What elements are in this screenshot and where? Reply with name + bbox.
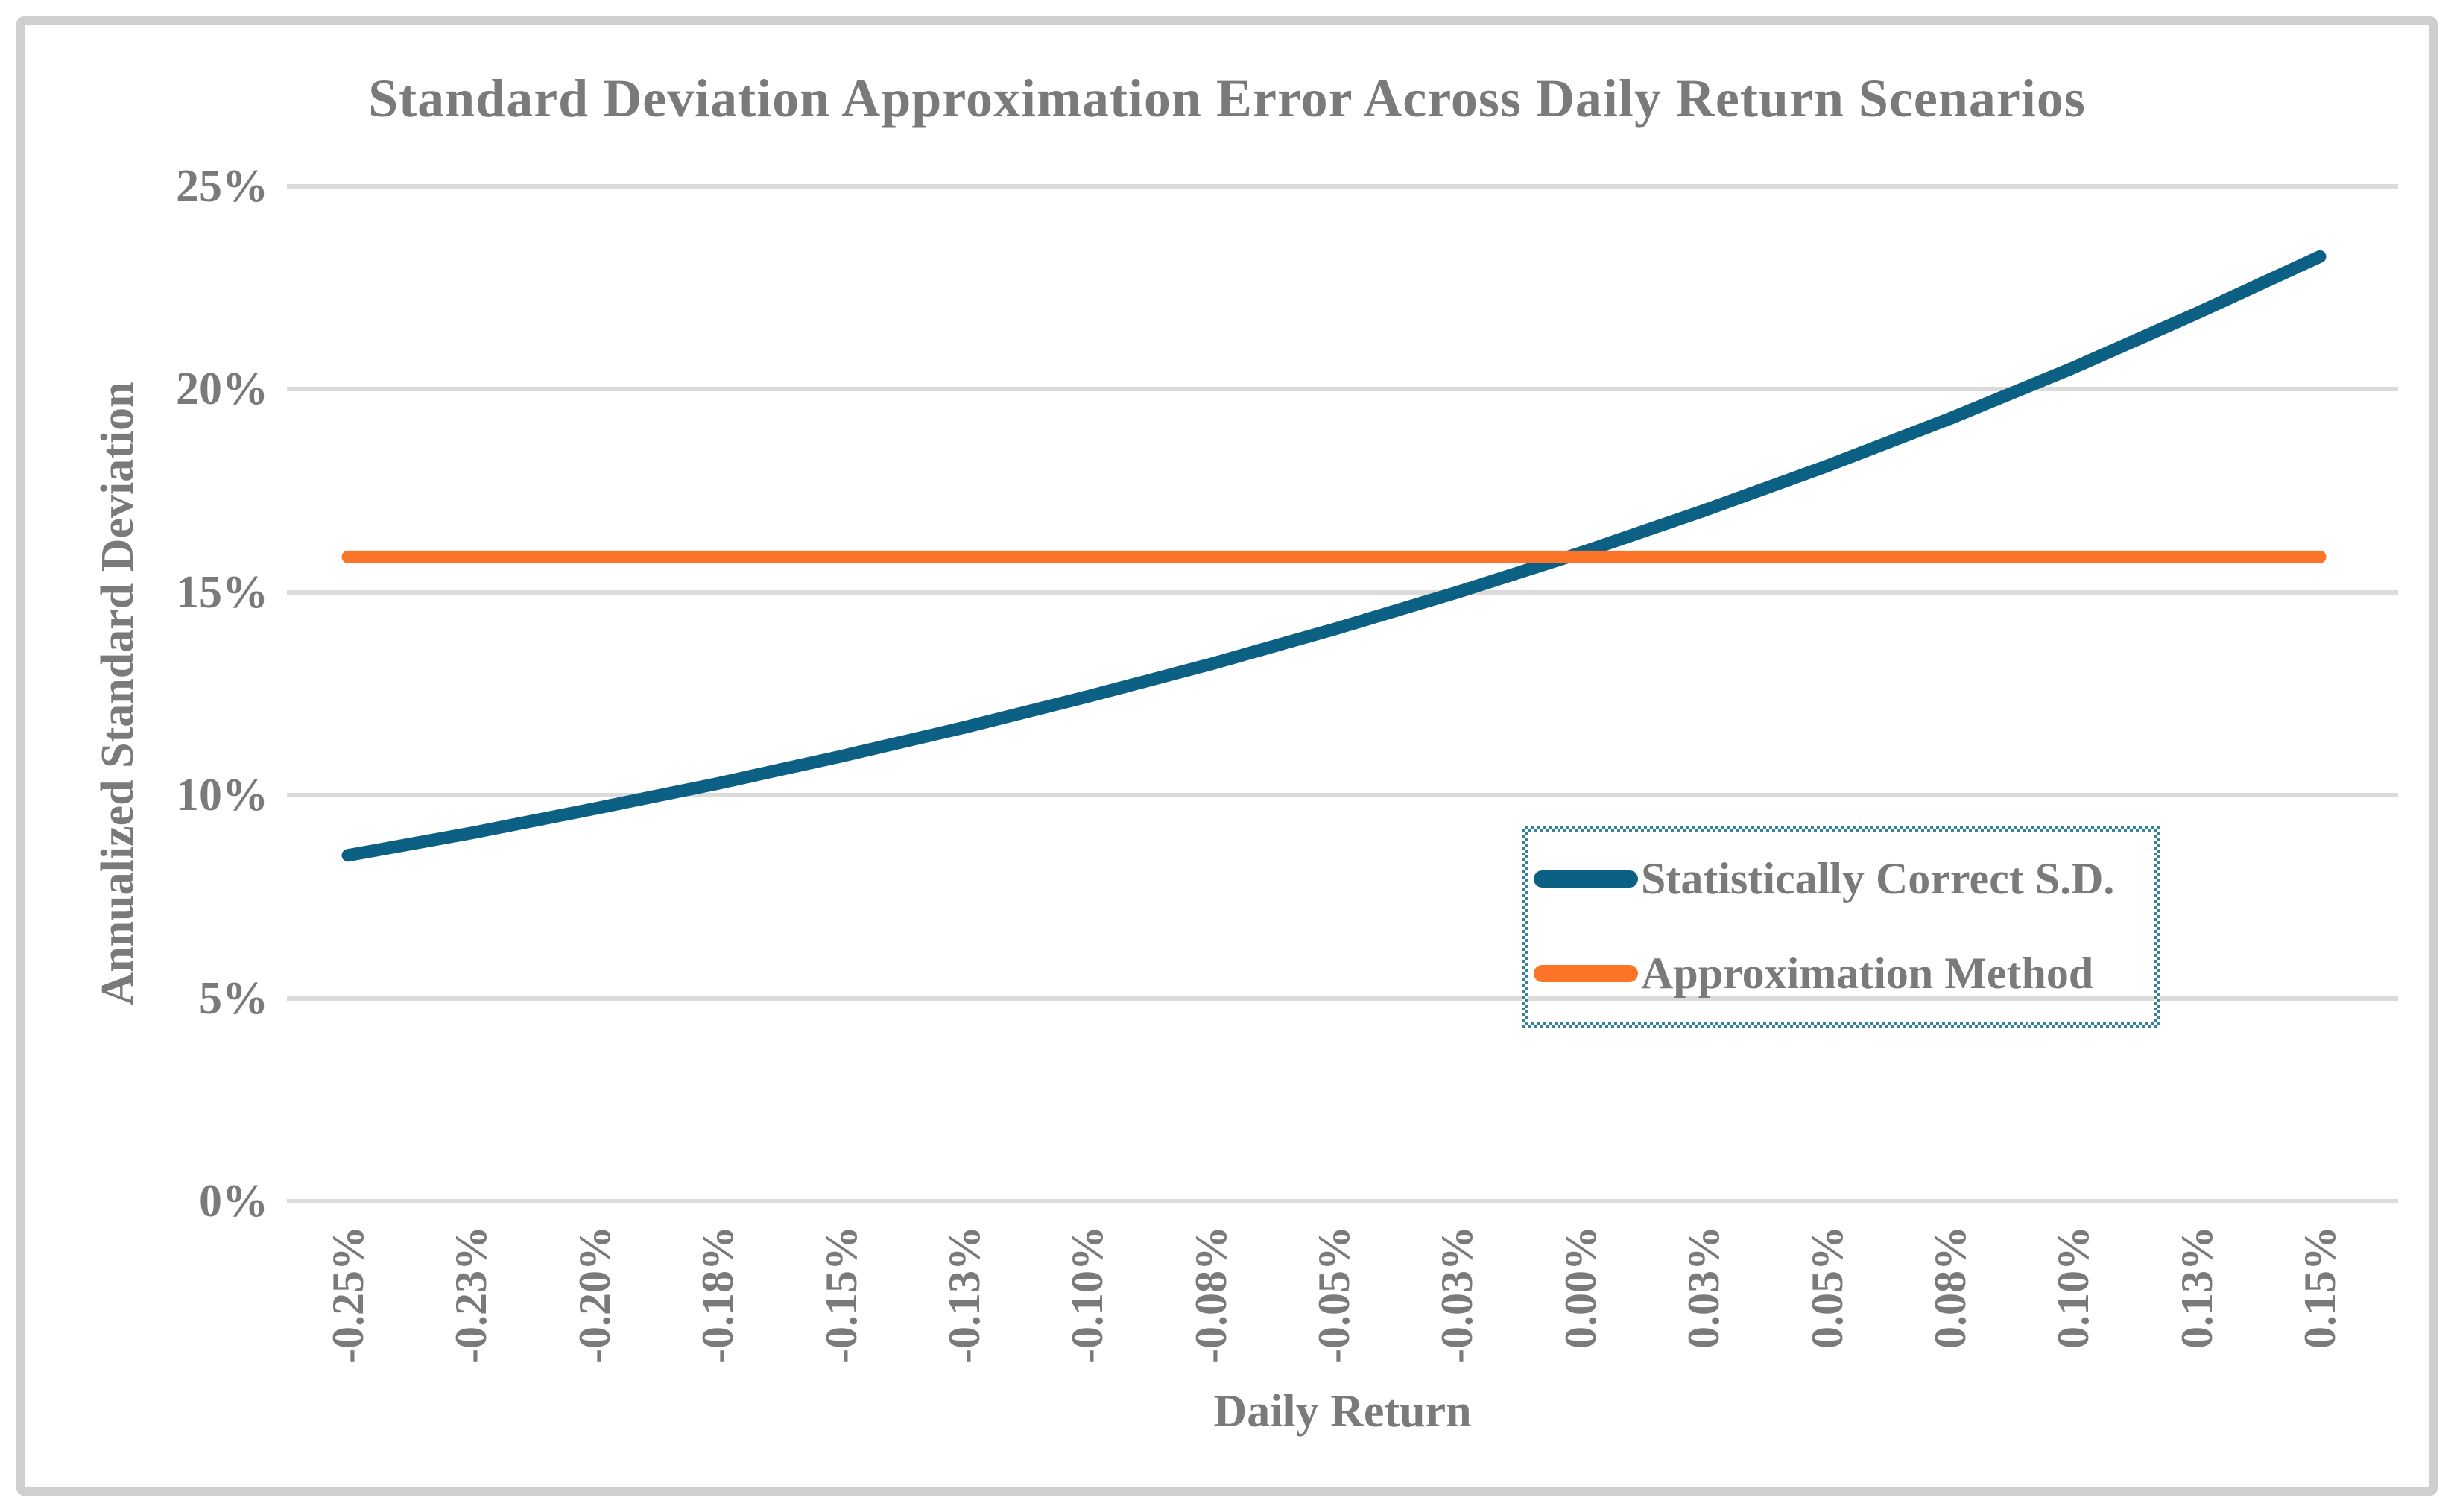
legend-label: Statistically Correct S.D. xyxy=(1641,853,2115,903)
y-tick-label-15%: 15% xyxy=(176,566,268,618)
legend-border-right xyxy=(2154,826,2160,1028)
legend-border-top xyxy=(1522,826,2160,832)
gridline-10% xyxy=(287,793,2398,798)
y-tick-label-0%: 0% xyxy=(199,1176,268,1227)
legend-swatch-orange-line xyxy=(1534,964,1638,982)
x-axis-title: Daily Return xyxy=(1213,1386,1472,1437)
gridline-15% xyxy=(287,589,2398,595)
legend-entry-approximation-method[interactable]: Approximation Method xyxy=(1534,948,2094,998)
gridline-25% xyxy=(287,184,2398,189)
legend-swatch-blue-line xyxy=(1534,870,1638,888)
legend-border-left xyxy=(1522,826,1528,1028)
y-tick-label-25%: 25% xyxy=(176,161,268,212)
legend-label: Approximation Method xyxy=(1641,948,2094,998)
legend-box[interactable]: Statistically Correct S.D. Approximation… xyxy=(1522,826,2160,1028)
series-line-statistically-correct-s-d[interactable] xyxy=(341,250,2327,862)
y-tick-label-20%: 20% xyxy=(176,364,268,415)
gridline-5% xyxy=(287,996,2398,1001)
y-tick-label-5%: 5% xyxy=(199,972,268,1024)
gridline-0% xyxy=(287,1199,2398,1203)
y-tick-label-10%: 10% xyxy=(176,770,268,821)
chart-title: Standard Deviation Approximation Error A… xyxy=(368,69,2086,128)
legend-border-bottom xyxy=(1522,1022,2160,1028)
legend-entry-statistically-correct[interactable]: Statistically Correct S.D. xyxy=(1534,853,2115,903)
gridline-20% xyxy=(287,387,2398,392)
